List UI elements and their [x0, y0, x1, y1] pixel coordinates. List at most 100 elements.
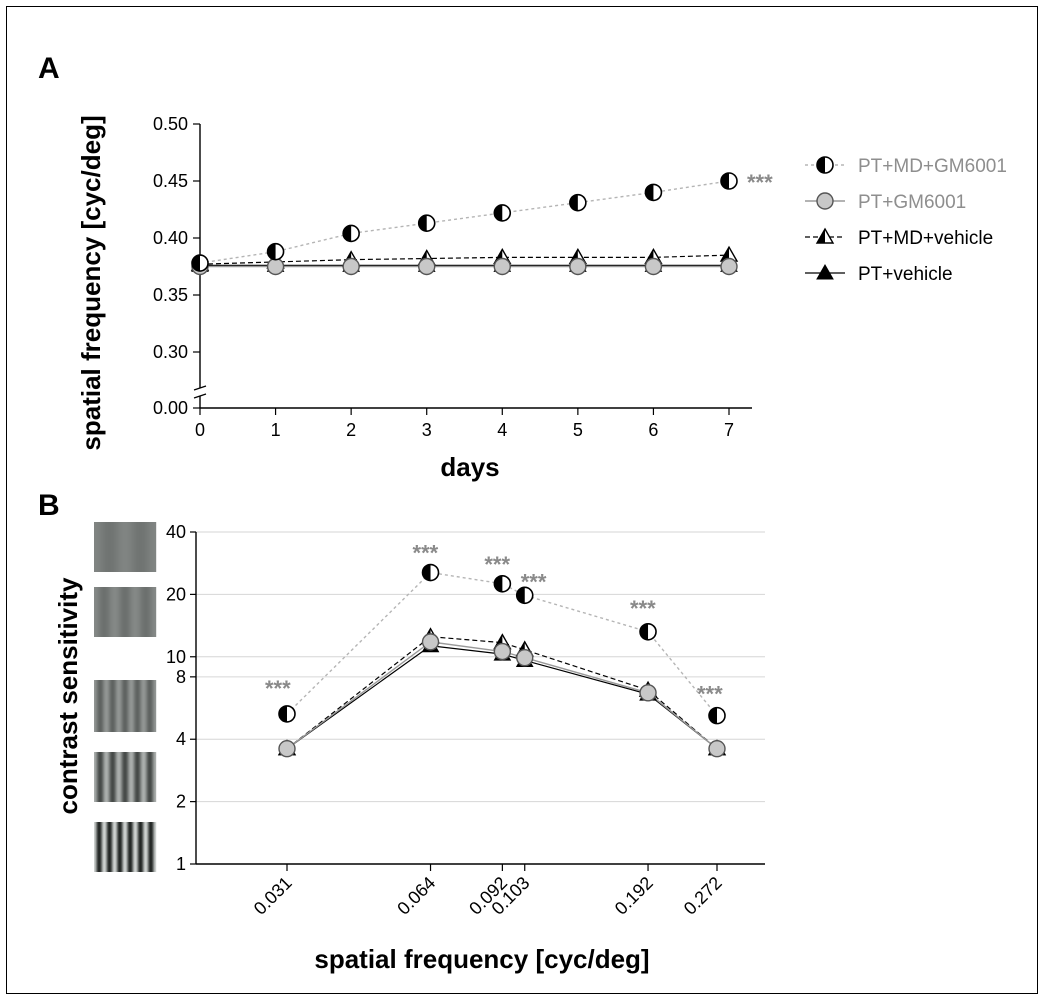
- b-x-tick-label: 0.064: [393, 873, 439, 919]
- panel-a-series-lines: [199, 180, 730, 268]
- legend-label: PT+MD+GM6001: [858, 156, 1007, 177]
- b-y-tick-label: 8: [176, 667, 186, 687]
- legend-label: PT+MD+vehicle: [858, 228, 993, 249]
- b-x-tick-label: 0.272: [680, 873, 726, 919]
- a-x-tick-label: 5: [573, 420, 583, 440]
- b-significance-label: ***: [413, 541, 439, 566]
- legend-entry: PT+GM6001: [805, 192, 966, 213]
- panel-a-label: A: [38, 52, 60, 85]
- b-y-tick-label: 4: [176, 729, 186, 749]
- b-data-point: [639, 622, 657, 641]
- panel-a-legend: PT+MD+GM6001 PT+GM6001 PT+MD+vehicle PT+veh…: [805, 156, 1007, 285]
- b-y-tick-label: 40: [166, 522, 186, 542]
- a-data-point: [569, 257, 587, 276]
- panel-b-annotations: *** *** *** *** *** ***: [265, 541, 723, 707]
- panel-b-grating-thumbnails: [94, 522, 157, 872]
- b-data-point: [493, 642, 512, 661]
- y-axis-break-mark: [193, 393, 207, 399]
- a-x-tick-label: 2: [346, 420, 356, 440]
- panel-b-y-axis-title: contrast sensitivity: [53, 577, 83, 815]
- panel-a-annotations: ***: [747, 170, 773, 195]
- b-data-point: [516, 648, 534, 667]
- a-series-line: [199, 180, 730, 264]
- b-significance-label: ***: [484, 552, 510, 577]
- panel-b-series-lines: [286, 571, 718, 750]
- grating-thumbnail: [94, 522, 157, 572]
- b-series-line: [286, 645, 718, 750]
- b-data-point: [639, 684, 657, 702]
- panel-a-axes: 0.00 0.30 0.35 0.40 0.45 0.50 0 1 2 3 4 5 6 7: [153, 114, 752, 440]
- y-axis-break-mark: [193, 385, 207, 391]
- b-data-point: [493, 574, 512, 593]
- a-y-tick-label: 0.35: [153, 285, 188, 305]
- b-significance-label: ***: [521, 569, 547, 594]
- b-x-tick-label: 0.031: [250, 873, 296, 919]
- a-data-point: [418, 257, 436, 276]
- grating-thumbnail: [94, 822, 157, 872]
- legend-label: PT+GM6001: [858, 192, 966, 213]
- legend-marker: [816, 192, 834, 210]
- a-series-line: [199, 254, 730, 265]
- b-data-point: [421, 563, 440, 582]
- a-data-point: [342, 257, 360, 276]
- a-data-point: [493, 257, 511, 276]
- grating-thumbnail: [94, 752, 157, 802]
- grating-thumbnail: [94, 587, 157, 637]
- a-data-point: [720, 257, 738, 276]
- panel-b-markers: [277, 563, 727, 758]
- b-significance-label: ***: [265, 676, 291, 701]
- legend-marker: [815, 227, 835, 244]
- a-data-point: [644, 257, 663, 276]
- a-y-tick-label: 0.40: [153, 228, 188, 248]
- a-data-point: [493, 204, 512, 222]
- b-significance-label: ***: [697, 682, 723, 707]
- grating-thumbnail: [94, 680, 157, 732]
- b-data-point: [708, 706, 726, 725]
- b-data-point: [515, 586, 534, 605]
- b-y-tick-label: 1: [176, 854, 186, 874]
- b-series-line: [286, 641, 718, 750]
- a-y-tick-label: 0.00: [153, 398, 188, 418]
- a-data-point: [720, 172, 738, 190]
- a-data-point: [417, 214, 436, 232]
- a-y-tick-label: 0.30: [153, 342, 188, 362]
- panel-a-x-axis-title: days: [440, 452, 499, 482]
- a-data-point: [342, 224, 360, 243]
- a-significance-label: ***: [747, 170, 773, 195]
- legend-entry: PT+vehicle: [805, 263, 953, 285]
- b-x-tick-label: 0.192: [611, 873, 657, 919]
- a-x-tick-label: 6: [648, 420, 658, 440]
- b-data-point: [278, 705, 296, 723]
- a-data-point: [191, 254, 209, 272]
- a-x-tick-label: 0: [195, 420, 205, 440]
- a-data-point: [266, 242, 285, 261]
- legend-label: PT+vehicle: [858, 264, 953, 285]
- panel-b-x-axis-title: spatial frequency [cyc/deg]: [314, 944, 649, 974]
- a-data-point: [569, 193, 587, 212]
- b-y-tick-label: 20: [166, 584, 186, 604]
- a-data-point: [644, 183, 663, 202]
- a-y-tick-label: 0.45: [153, 171, 188, 191]
- a-x-tick-label: 4: [497, 420, 507, 440]
- b-series-line: [286, 636, 718, 750]
- b-y-tick-label: 2: [176, 792, 186, 812]
- panel-a-y-axis-title: spatial frequency [cyc/deg]: [76, 115, 106, 450]
- a-x-tick-label: 7: [724, 420, 734, 440]
- a-y-tick-label: 0.50: [153, 114, 188, 134]
- legend-marker: [816, 156, 834, 174]
- panel-a-markers: [190, 172, 739, 276]
- b-significance-label: ***: [630, 596, 656, 621]
- legend-entry: PT+MD+vehicle: [805, 227, 993, 249]
- b-data-point: [708, 740, 726, 758]
- b-series-line: [286, 571, 718, 717]
- a-x-tick-label: 1: [271, 420, 281, 440]
- legend-entry: PT+MD+GM6001: [805, 156, 1007, 177]
- b-y-tick-label: 10: [166, 647, 186, 667]
- a-data-point: [266, 257, 285, 276]
- panel-b-label: B: [38, 489, 60, 522]
- figure-frame: [6, 6, 1038, 994]
- b-data-point: [278, 740, 296, 758]
- legend-marker: [816, 263, 834, 280]
